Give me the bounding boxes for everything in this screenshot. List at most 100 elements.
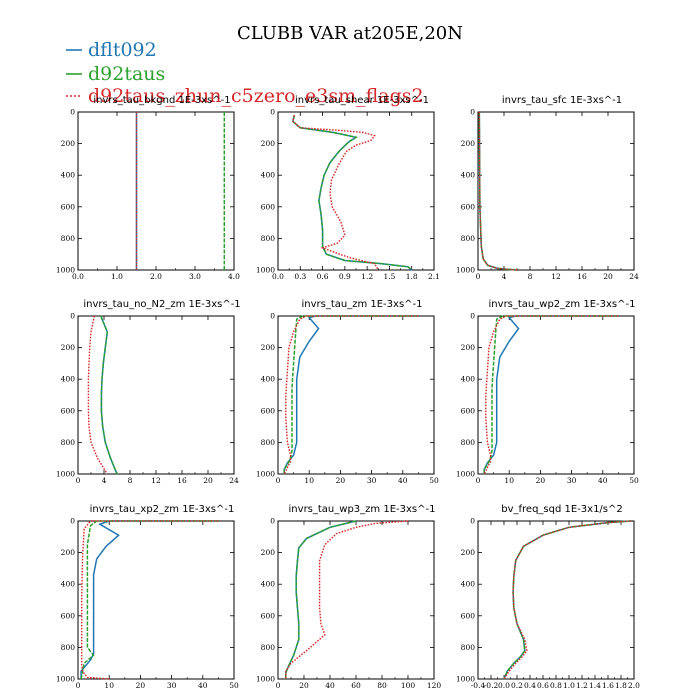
y-tick-label: 800 [461, 438, 476, 447]
y-tick-label: 400 [261, 375, 276, 384]
y-tick-label: 600 [461, 406, 476, 415]
y-tick-label: 1000 [56, 470, 75, 479]
y-tick-label: 1000 [456, 266, 475, 275]
x-tick-label: 3.0 [189, 272, 201, 281]
y-tick-label: 600 [261, 406, 276, 415]
panel-7: invrs_tau_xp2_zm 1E-3xs^-1 0 10 20 30 40 50 0 20… [56, 504, 239, 690]
x-tick-label: 4.0 [228, 272, 240, 281]
x-tick-label: 0.6 [537, 681, 549, 690]
panel-5: invrs_tau_zm 1E-3xs^-1 0 10 20 30 40 50 0 200 400… [256, 299, 439, 485]
plot-frame [277, 111, 435, 271]
panel-grid: invrs_tau_bkgnd 1E-3xs^-1 0.0 1.0 2.0 3.0 4.0… [56, 95, 640, 690]
x-tick-label: -0.4 [471, 681, 486, 690]
series-line [80, 520, 219, 680]
x-tick-label: 0 [476, 272, 481, 281]
panel-title: bv_freq_sqd 1E-3x1/s^2 [501, 504, 623, 515]
x-tick-label: 1.5 [383, 272, 395, 281]
series-line [80, 520, 219, 680]
panel-title: invrs_tau_bkgnd 1E-3xs^-1 [93, 95, 230, 106]
x-tick-label: 16 [577, 272, 587, 281]
y-tick-label: 400 [461, 171, 476, 180]
y-tick-label: 0 [70, 108, 75, 117]
series-line [87, 315, 108, 475]
y-tick-label: 0 [470, 517, 475, 526]
x-tick-label: 40 [398, 476, 408, 485]
x-tick-label: 0 [476, 476, 481, 485]
y-tick-label: 1000 [56, 675, 75, 684]
series-line [292, 115, 413, 271]
panel-2: invrs_tau_shear 1E-3xs^-1 0.0 0.3 0.6 0.9 1.2… [256, 95, 440, 281]
x-tick-label: 2.0 [150, 272, 162, 281]
y-tick-label: 0 [270, 517, 275, 526]
y-tick-label: 0 [270, 108, 275, 117]
panel-6: invrs_tau_wp2_zm 1E-3xs^-1 0 10 20 30 40 50 0 20… [456, 299, 639, 485]
x-tick-label: 1.0 [111, 272, 123, 281]
y-tick-label: 600 [261, 611, 276, 620]
legend-label: d92taus [88, 63, 165, 85]
y-tick-label: 400 [61, 580, 76, 589]
series-line [478, 111, 518, 271]
x-tick-label: 40 [198, 681, 208, 690]
x-tick-label: 0 [276, 476, 281, 485]
x-tick-label: 0.0 [72, 272, 84, 281]
y-tick-label: 600 [461, 202, 476, 211]
x-tick-label: 0.0 [498, 681, 510, 690]
y-tick-label: 800 [261, 438, 276, 447]
plot-frame [477, 315, 635, 475]
y-tick-label: 200 [461, 548, 476, 557]
y-tick-label: 1000 [56, 266, 75, 275]
plot-frame [277, 315, 435, 475]
plot-frame [477, 520, 635, 680]
series-line [292, 115, 379, 271]
y-tick-label: 0 [470, 108, 475, 117]
x-tick-label: 1.0 [563, 681, 575, 690]
y-tick-label: 0 [470, 312, 475, 321]
y-tick-label: 800 [61, 643, 76, 652]
series-line [483, 315, 619, 474]
x-tick-label: 10 [104, 681, 114, 690]
x-tick-label: 16 [177, 476, 187, 485]
x-tick-label: 8 [528, 272, 533, 281]
x-tick-label: 40 [325, 681, 335, 690]
y-tick-label: 400 [461, 375, 476, 384]
series-line [80, 520, 219, 679]
series-line [503, 520, 631, 680]
series-line [478, 111, 518, 271]
y-tick-label: 0 [70, 517, 75, 526]
y-tick-label: 800 [61, 438, 76, 447]
y-tick-label: 200 [61, 139, 76, 148]
x-tick-label: 0.6 [317, 272, 329, 281]
x-tick-label: 1.4 [589, 681, 601, 690]
x-tick-label: 0 [76, 681, 81, 690]
x-tick-label: 0.4 [524, 681, 536, 690]
plot-frame [477, 111, 635, 271]
series-line [483, 315, 619, 475]
y-tick-label: 400 [61, 171, 76, 180]
x-tick-label: 50 [629, 476, 639, 485]
y-tick-label: 0 [70, 312, 75, 321]
y-tick-label: 0 [270, 312, 275, 321]
legend-label: dflt092 [88, 39, 157, 61]
series-line [503, 520, 631, 680]
x-tick-label: 0 [76, 476, 81, 485]
y-tick-label: 200 [461, 139, 476, 148]
y-tick-label: 800 [261, 643, 276, 652]
x-tick-label: 0.2 [511, 681, 523, 690]
x-tick-label: 20 [299, 681, 309, 690]
y-tick-label: 600 [61, 611, 76, 620]
x-tick-label: 100 [401, 681, 416, 690]
y-tick-label: 1000 [256, 675, 275, 684]
y-tick-label: 600 [61, 406, 76, 415]
x-tick-label: 4 [502, 272, 507, 281]
series-line [100, 315, 118, 475]
x-tick-label: 0.3 [294, 272, 306, 281]
x-tick-label: 60 [351, 681, 361, 690]
x-tick-label: 0.0 [272, 272, 284, 281]
x-tick-label: 30 [567, 476, 577, 485]
y-tick-label: 400 [61, 375, 76, 384]
x-tick-label: 50 [429, 476, 439, 485]
y-tick-label: 1000 [456, 675, 475, 684]
panel-title: invrs_tau_sfc 1E-3xs^-1 [502, 95, 622, 106]
x-tick-label: 120 [427, 681, 442, 690]
